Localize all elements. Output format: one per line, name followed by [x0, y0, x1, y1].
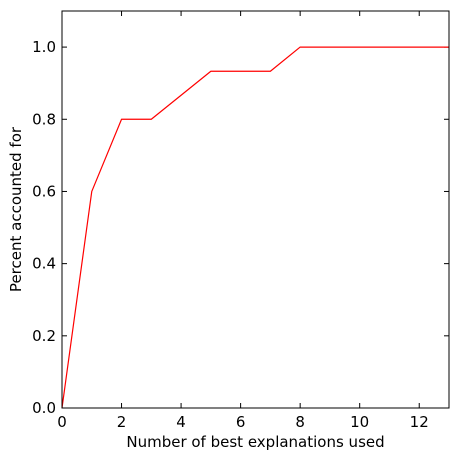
plot-frame: [61, 10, 450, 409]
x-tick-label: 0: [57, 413, 67, 431]
x-tick-label: 4: [176, 413, 186, 431]
x-tick-label: 6: [236, 413, 246, 431]
series-layer: [61, 46, 449, 409]
y-tick-label: 1.0: [32, 38, 56, 56]
series-line: [61, 46, 449, 409]
y-tick-label: 0.4: [32, 255, 56, 273]
ticks-layer: 0 2 4 6 8 10 12 0.0 0.2 0.4 0.6 0.8 1.0: [32, 11, 449, 431]
y-tick-label: 0.0: [32, 399, 56, 417]
y-tick-label: 0.6: [32, 182, 56, 200]
x-tick-label: 10: [350, 413, 369, 431]
y-tick-label: 0.2: [32, 327, 56, 345]
x-tick-label: 8: [295, 413, 305, 431]
y-tick-label: 0.8: [32, 110, 56, 128]
y-axis-title: Percent accounted for: [7, 126, 25, 292]
x-tick-label: 12: [410, 413, 429, 431]
x-tick-label: 2: [117, 413, 127, 431]
x-axis-title: Number of best explanations used: [126, 433, 384, 451]
